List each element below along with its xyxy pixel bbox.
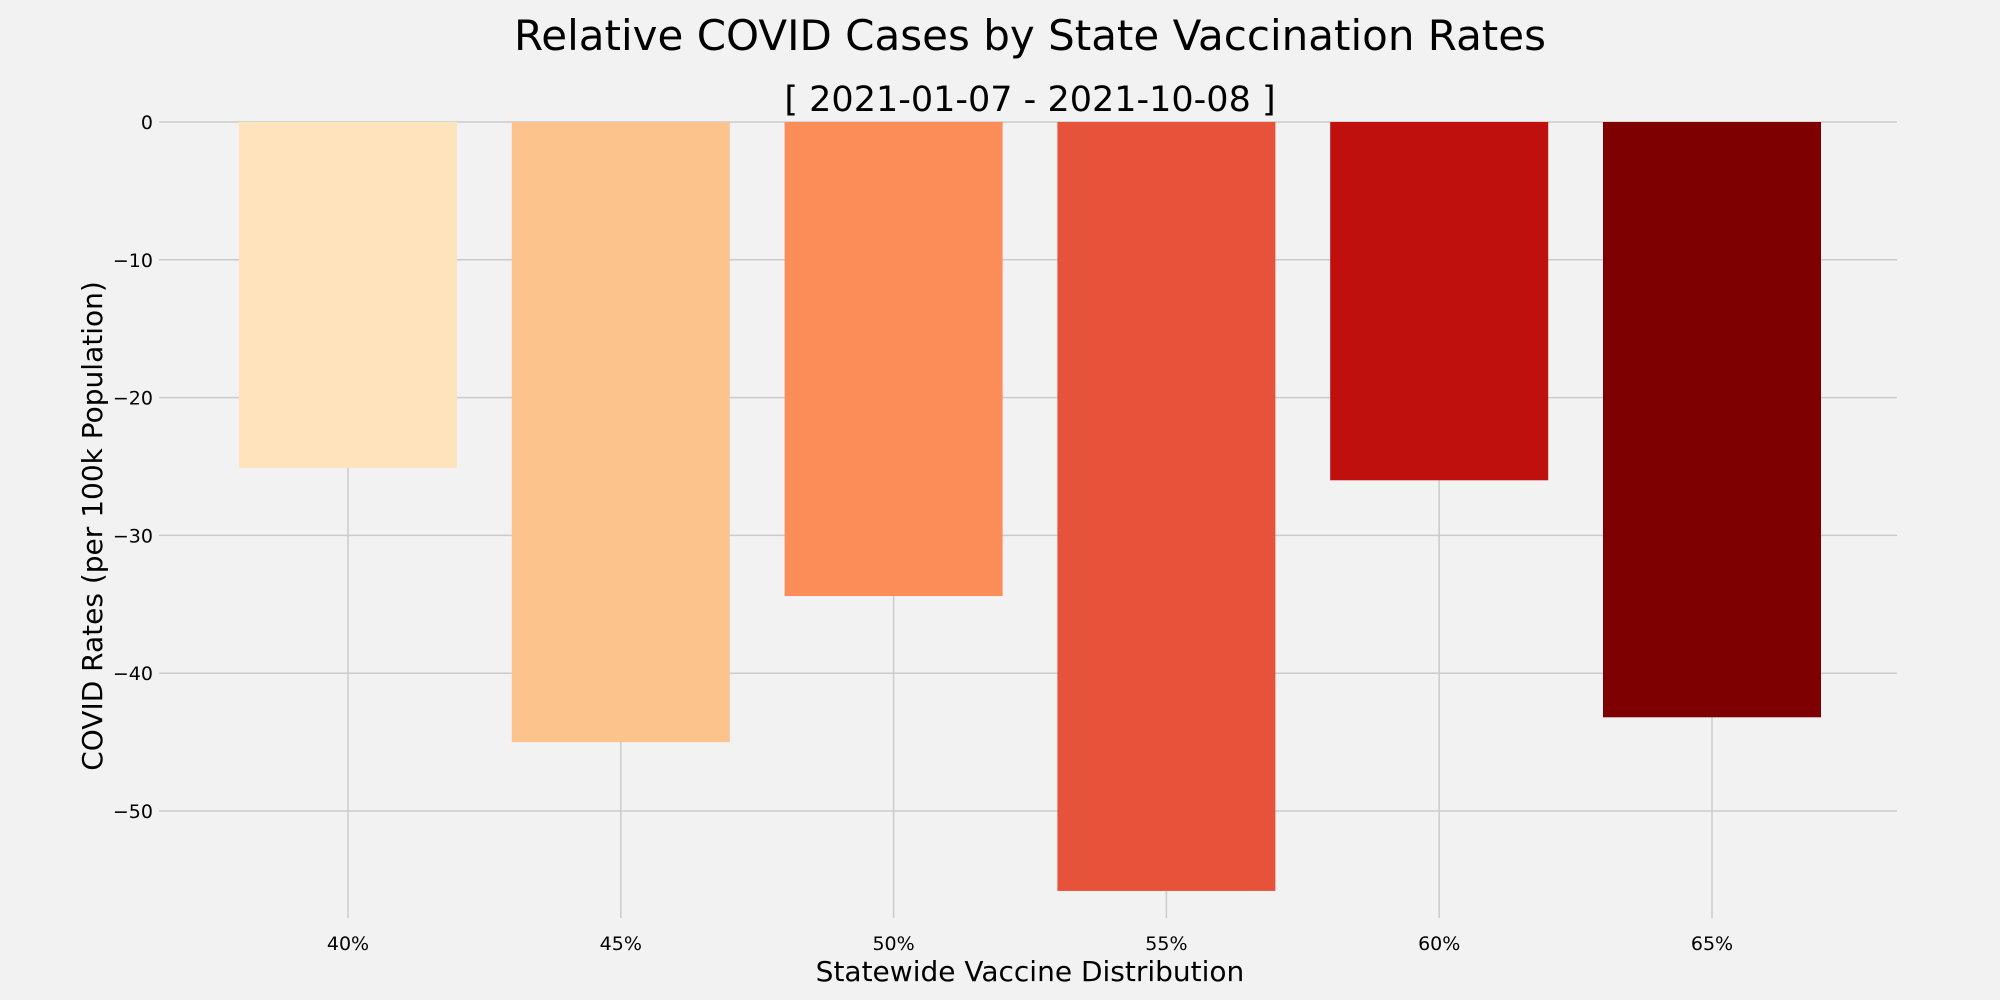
- bars: [239, 122, 1821, 891]
- x-tick-label: 50%: [872, 933, 914, 955]
- y-axis-label: COVID Rates (per 100k Population): [76, 281, 109, 771]
- x-tick-label: 60%: [1418, 933, 1460, 955]
- y-tick-label: −10: [113, 250, 153, 272]
- x-tick-label: 55%: [1145, 933, 1187, 955]
- y-tick-labels: 0 −10 −20 −30 −40 −50: [113, 112, 153, 823]
- x-tick-label: 45%: [600, 933, 642, 955]
- chart-subtitle: [ 2021-01-07 - 2021-10-08 ]: [784, 80, 1275, 120]
- y-tick-label: −20: [113, 388, 153, 410]
- x-tick-label: 40%: [327, 933, 369, 955]
- bar-50pct: [784, 122, 1003, 597]
- x-tick-label: 65%: [1691, 933, 1733, 955]
- bar-45pct: [511, 122, 730, 743]
- x-axis-label: Statewide Vaccine Distribution: [816, 955, 1245, 988]
- y-tick-label: −30: [113, 525, 153, 547]
- bar-65pct: [1603, 122, 1821, 718]
- bar-55pct: [1057, 122, 1276, 891]
- y-tick-label: −40: [113, 663, 153, 685]
- x-tick-labels: 40% 45% 50% 55% 60% 65%: [327, 933, 1733, 955]
- bar-60pct: [1330, 122, 1549, 481]
- chart-title: Relative COVID Cases by State Vaccinatio…: [514, 11, 1546, 60]
- y-tick-label: −50: [113, 801, 153, 823]
- bar-40pct: [239, 122, 457, 468]
- y-tick-label: 0: [141, 112, 153, 134]
